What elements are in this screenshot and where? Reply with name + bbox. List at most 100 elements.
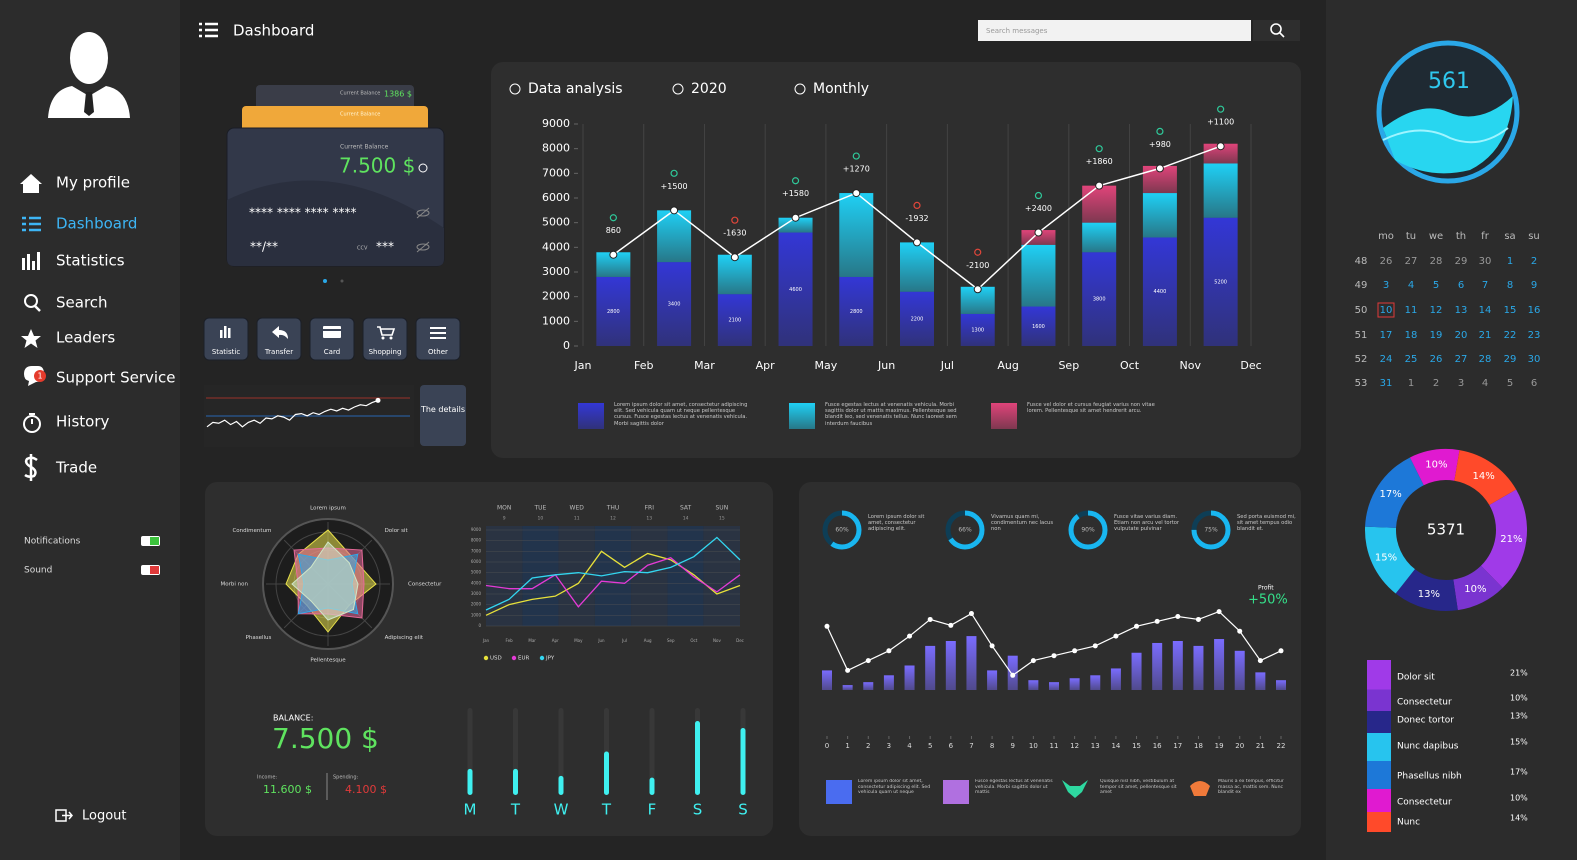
day[interactable]: 4 xyxy=(1408,280,1414,291)
ring-caption-box: Sed porta euismod mi, sit amet tempus od… xyxy=(1237,514,1296,532)
filter-icon[interactable] xyxy=(509,83,521,95)
day[interactable]: 29 xyxy=(1455,256,1468,267)
day[interactable]: 1 xyxy=(1408,378,1414,389)
x-tick-label: Jul xyxy=(621,638,627,643)
search-button[interactable] xyxy=(1253,20,1300,41)
day[interactable]: 5 xyxy=(1433,280,1439,291)
day[interactable]: 2 xyxy=(1433,378,1439,389)
x-tick-label: Apr xyxy=(756,359,776,372)
nav-item[interactable]: Statistics xyxy=(56,252,125,270)
bar xyxy=(513,768,518,795)
nav-item[interactable]: Leaders xyxy=(56,329,115,347)
filter-icon[interactable] xyxy=(672,83,684,95)
bar-segment xyxy=(1082,252,1117,346)
day[interactable]: 25 xyxy=(1405,354,1418,365)
day[interactable]: 5 xyxy=(1507,378,1513,389)
day[interactable]: 30 xyxy=(1479,256,1492,267)
day[interactable]: 11 xyxy=(1405,305,1418,316)
logout[interactable]: Logout xyxy=(82,809,127,824)
day[interactable]: 10 xyxy=(1380,305,1393,316)
day[interactable]: 23 xyxy=(1528,330,1541,341)
day[interactable]: 3 xyxy=(1383,280,1389,291)
filter-label[interactable]: Monthly xyxy=(813,81,869,97)
day[interactable]: 19 xyxy=(1430,330,1443,341)
legend-icons xyxy=(826,780,1210,804)
toggles[interactable] xyxy=(141,536,160,575)
line-point xyxy=(927,616,933,622)
annotation: +1270 xyxy=(843,165,870,174)
day[interactable]: 9 xyxy=(1531,280,1537,291)
day[interactable]: 27 xyxy=(1455,354,1468,365)
day[interactable]: 29 xyxy=(1504,354,1517,365)
day[interactable]: 21 xyxy=(1479,330,1492,341)
action-label: Other xyxy=(428,348,448,356)
legend-label-box: Mauris a ex tempus, efficitur massa ac, … xyxy=(1218,779,1284,795)
day[interactable]: 28 xyxy=(1430,256,1443,267)
y-tick-label: 4000 xyxy=(542,240,570,253)
day[interactable]: 20 xyxy=(1455,330,1468,341)
day[interactable]: 24 xyxy=(1380,354,1393,365)
pager-dot[interactable] xyxy=(340,279,344,283)
day[interactable]: 8 xyxy=(1507,280,1513,291)
day[interactable]: 22 xyxy=(1504,330,1517,341)
day[interactable]: 27 xyxy=(1405,256,1418,267)
day[interactable]: 18 xyxy=(1405,330,1418,341)
day[interactable]: 3 xyxy=(1458,378,1464,389)
avatar xyxy=(48,32,130,118)
sparkline-end xyxy=(375,397,381,403)
y-tick-label: 2000 xyxy=(471,602,482,607)
day[interactable]: 2 xyxy=(1531,256,1537,267)
line xyxy=(485,550,741,616)
nav-item[interactable]: Dashboard xyxy=(56,215,137,233)
day[interactable]: 13 xyxy=(1455,305,1468,316)
x-tick-label: Nov xyxy=(713,638,721,643)
day[interactable]: 30 xyxy=(1528,354,1541,365)
details-button[interactable] xyxy=(420,385,466,446)
legend-value: 17% xyxy=(1510,768,1528,777)
filter-label[interactable]: Data analysis xyxy=(528,81,623,97)
search-box[interactable] xyxy=(978,20,1251,41)
day[interactable]: 15 xyxy=(1504,305,1517,316)
column-shade xyxy=(486,526,523,626)
bar-segment xyxy=(717,254,752,295)
day[interactable]: 26 xyxy=(1380,256,1393,267)
eye-icons[interactable] xyxy=(416,207,430,253)
filter-icon[interactable] xyxy=(794,83,806,95)
filter-label[interactable]: 2020 xyxy=(691,81,727,97)
day[interactable]: 1 xyxy=(1507,256,1513,267)
day[interactable]: 31 xyxy=(1380,378,1393,389)
day[interactable]: 28 xyxy=(1479,354,1492,365)
ring-caption: Lorem ipsum dolor sit amet, consectetur … xyxy=(868,514,925,533)
nav-item[interactable]: Support Service xyxy=(56,369,176,387)
bar xyxy=(904,665,915,690)
day[interactable]: 14 xyxy=(1479,305,1492,316)
y-tick-label: 3000 xyxy=(471,591,482,596)
bar-segment xyxy=(717,294,752,346)
legend-swatch xyxy=(991,403,1017,429)
x-tick-label: 21 xyxy=(1256,742,1265,750)
annotation-icon xyxy=(974,248,982,256)
x-tick-label: S xyxy=(738,801,748,819)
day[interactable]: 17 xyxy=(1380,330,1393,341)
day[interactable]: 6 xyxy=(1458,280,1464,291)
x-tick-label: 15 xyxy=(1132,742,1141,750)
x-tick-label: Oct xyxy=(690,638,697,643)
details-label[interactable]: The details xyxy=(420,405,466,414)
day[interactable]: 4 xyxy=(1482,378,1488,389)
day[interactable]: 26 xyxy=(1430,354,1443,365)
x-tick-label: Jan xyxy=(482,638,490,643)
menu-icon[interactable] xyxy=(199,22,218,38)
annotation: +1500 xyxy=(661,182,688,191)
nav-item[interactable]: My profile xyxy=(56,174,130,192)
day[interactable]: 7 xyxy=(1482,280,1488,291)
radar-label: Dolor sit xyxy=(385,528,409,534)
legend-value: 10% xyxy=(1510,694,1528,703)
day[interactable]: 6 xyxy=(1531,378,1537,389)
nav-item[interactable]: History xyxy=(56,413,109,431)
action-label: Statistic xyxy=(212,348,241,356)
nav-item[interactable]: Search xyxy=(56,294,108,312)
pager-dot[interactable] xyxy=(323,279,327,283)
nav-item[interactable]: Trade xyxy=(55,459,97,477)
day[interactable]: 12 xyxy=(1430,305,1443,316)
day[interactable]: 16 xyxy=(1528,305,1541,316)
